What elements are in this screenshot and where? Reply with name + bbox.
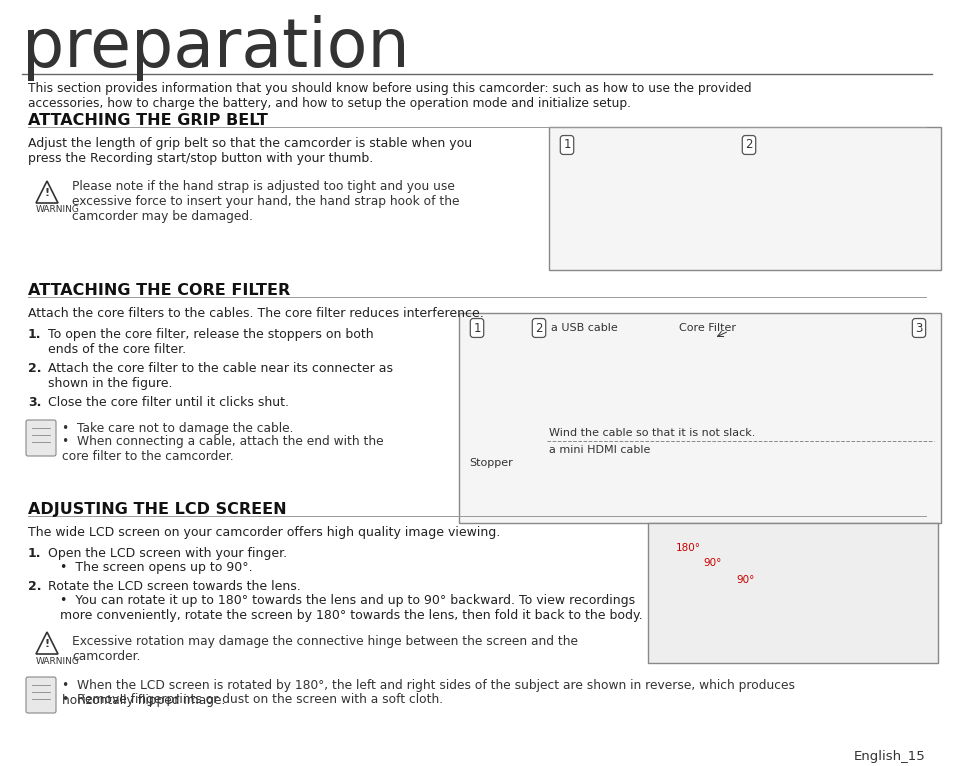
Polygon shape [36,181,58,203]
Text: a USB cable: a USB cable [551,323,618,333]
Text: preparation: preparation [22,15,409,81]
Text: Attach the core filter to the cable near its connecter as
shown in the figure.: Attach the core filter to the cable near… [48,362,393,390]
Text: 180°: 180° [676,543,700,553]
Text: ADJUSTING THE LCD SCREEN: ADJUSTING THE LCD SCREEN [28,502,286,517]
Text: 3: 3 [914,322,922,335]
Text: ATTACHING THE GRIP BELT: ATTACHING THE GRIP BELT [28,113,268,128]
Text: Adjust the length of grip belt so that the camcorder is stable when you
press th: Adjust the length of grip belt so that t… [28,137,472,165]
Bar [548,127,940,270]
Text: Stopper: Stopper [469,458,512,468]
Text: Wind the cable so that it is not slack.: Wind the cable so that it is not slack. [548,428,755,438]
FancyBboxPatch shape [26,420,56,456]
Text: Rotate the LCD screen towards the lens.: Rotate the LCD screen towards the lens. [48,580,300,593]
Bar [647,523,937,663]
FancyBboxPatch shape [26,677,56,713]
Text: This section provides information that you should know before using this camcord: This section provides information that y… [28,82,751,110]
Text: 90°: 90° [702,558,720,568]
Text: Open the LCD screen with your finger.: Open the LCD screen with your finger. [48,547,287,560]
Text: •  When the LCD screen is rotated by 180°, the left and right sides of the subje: • When the LCD screen is rotated by 180°… [62,679,794,707]
Text: 2.: 2. [28,362,42,375]
Text: WARNING: WARNING [36,205,80,214]
Text: 1.: 1. [28,328,42,341]
Text: To open the core filter, release the stoppers on both
ends of the core filter.: To open the core filter, release the sto… [48,328,374,356]
Text: •  Take care not to damage the cable.: • Take care not to damage the cable. [62,422,294,435]
Text: a mini HDMI cable: a mini HDMI cable [548,445,650,455]
Text: Please note if the hand strap is adjusted too tight and you use
excessive force : Please note if the hand strap is adjuste… [71,180,459,223]
Text: 2.: 2. [28,580,42,593]
Text: •  When connecting a cable, attach the end with the
core filter to the camcorder: • When connecting a cable, attach the en… [62,435,383,463]
Text: Close the core filter until it clicks shut.: Close the core filter until it clicks sh… [48,396,289,409]
Text: 90°: 90° [735,575,754,585]
Text: English_15: English_15 [853,750,925,763]
Text: Attach the core filters to the cables. The core filter reduces interference.: Attach the core filters to the cables. T… [28,307,483,320]
Text: 1: 1 [562,139,570,152]
Text: ATTACHING THE CORE FILTER: ATTACHING THE CORE FILTER [28,283,290,298]
Text: •  You can rotate it up to 180° towards the lens and up to 90° backward. To view: • You can rotate it up to 180° towards t… [60,594,642,622]
Text: 2: 2 [535,322,542,335]
Text: WARNING: WARNING [36,657,80,666]
Text: 2: 2 [744,139,752,152]
Polygon shape [36,632,58,654]
Text: !: ! [45,639,50,649]
Text: •  The screen opens up to 90°.: • The screen opens up to 90°. [60,561,253,574]
Text: 3.: 3. [28,396,41,409]
Text: Excessive rotation may damage the connective hinge between the screen and the
ca: Excessive rotation may damage the connec… [71,635,578,663]
Text: 1: 1 [473,322,480,335]
Text: Core Filter: Core Filter [679,323,735,333]
Text: 1.: 1. [28,547,42,560]
Text: The wide LCD screen on your camcorder offers high quality image viewing.: The wide LCD screen on your camcorder of… [28,526,499,539]
Text: !: ! [45,188,50,198]
Bar [458,313,940,523]
Text: •  Remove fingerprints or dust on the screen with a soft cloth.: • Remove fingerprints or dust on the scr… [62,693,442,706]
